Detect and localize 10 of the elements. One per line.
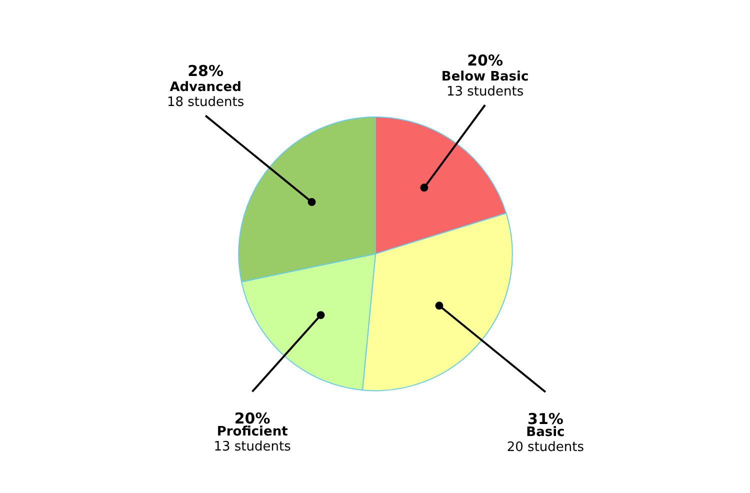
text: 18 students xyxy=(166,95,244,110)
text: 13 students xyxy=(214,440,292,455)
data-label: 28% xyxy=(188,62,224,80)
text: 13 students xyxy=(446,84,524,100)
slice-label: Below Basic xyxy=(441,69,529,84)
slice-label: Proficient xyxy=(216,424,288,440)
text: 20 students xyxy=(506,440,584,455)
slice-label: Advanced xyxy=(170,80,242,96)
slice-label: Basic xyxy=(526,424,565,440)
data-label: 20% xyxy=(467,51,503,70)
